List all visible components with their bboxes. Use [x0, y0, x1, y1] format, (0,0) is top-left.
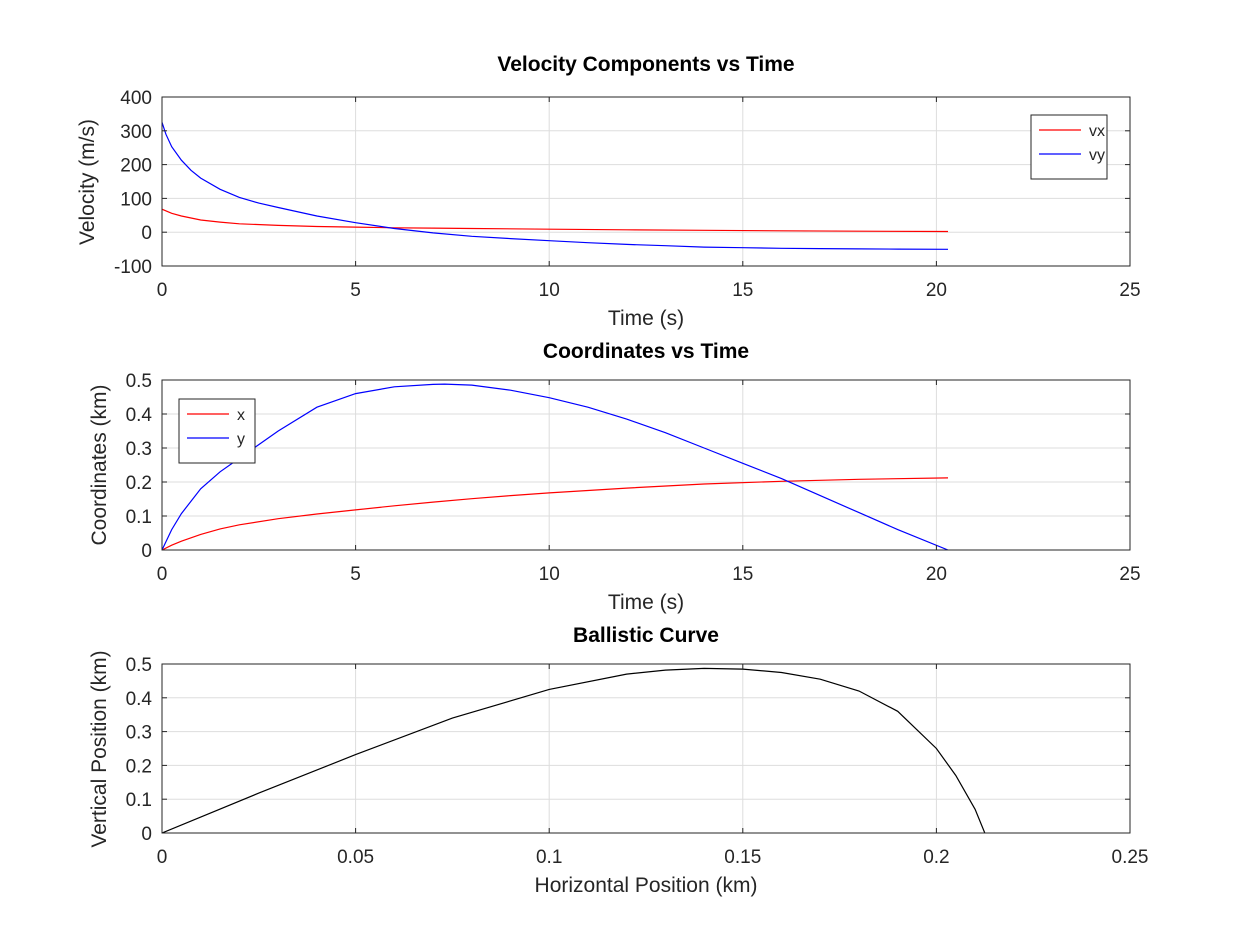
y-axis-label: Velocity (m/s): [76, 119, 99, 245]
legend-label: x: [237, 407, 245, 424]
y-tick-label: 0.2: [126, 473, 152, 494]
y-tick-label: 0: [141, 223, 152, 244]
y-tick-label: 0: [141, 541, 152, 562]
series-line: [162, 667, 986, 833]
y-tick-label: 100: [120, 189, 152, 210]
y-tick-label: 0.4: [126, 689, 153, 710]
x-tick-label: 25: [1119, 564, 1140, 585]
series-line-x: [162, 477, 949, 550]
y-axis-label: Coordinates (km): [88, 384, 111, 545]
x-tick-label: 15: [732, 564, 753, 585]
legend-label: y: [237, 431, 245, 448]
y-tick-label: 0.5: [126, 655, 152, 676]
x-tick-label: 0.25: [1112, 847, 1149, 868]
y-tick-label: 0.3: [126, 723, 152, 744]
coordinates-chart: Coordinates vs Time Time (s) Coordinates…: [88, 340, 1141, 614]
x-tick-label: 0: [157, 847, 168, 868]
y-tick-label: 0: [141, 824, 152, 845]
axes-box: [161, 663, 1131, 834]
chart-title: Velocity Components vs Time: [497, 53, 794, 76]
x-tick-label: 0.1: [536, 847, 562, 868]
y-axis-label: Vertical Position (km): [88, 650, 111, 847]
x-axis-label: Horizontal Position (km): [535, 874, 758, 897]
x-axis-label: Time (s): [608, 591, 684, 614]
chart-title: Ballistic Curve: [573, 624, 719, 647]
x-axis-label: Time (s): [608, 307, 684, 330]
x-tick-label: 5: [350, 280, 361, 301]
legend-box: [178, 398, 256, 464]
y-tick-label: 0.3: [126, 439, 152, 460]
chart-title: Coordinates vs Time: [543, 340, 749, 363]
y-tick-label: 400: [120, 88, 152, 109]
axes-box: [161, 379, 1131, 551]
ballistic-chart: Ballistic Curve Horizontal Position (km)…: [88, 624, 1148, 897]
axes-box: [161, 96, 1131, 267]
x-tick-label: 20: [926, 564, 947, 585]
y-tick-label: 0.1: [126, 790, 152, 811]
x-tick-label: 0.15: [724, 847, 761, 868]
y-tick-label: 0.2: [126, 756, 152, 777]
y-tick-label: 0.5: [126, 371, 152, 392]
y-tick-label: 0.4: [126, 405, 153, 426]
series-line-vx: [162, 208, 949, 233]
legend-label: vx: [1089, 123, 1105, 140]
velocity-chart: Velocity Components vs Time Time (s) Vel…: [76, 53, 1141, 330]
y-tick-label: 200: [120, 156, 152, 177]
x-tick-label: 10: [539, 564, 560, 585]
x-tick-label: 20: [926, 280, 947, 301]
y-tick-label: 0.1: [126, 507, 152, 528]
x-tick-label: 0.2: [923, 847, 949, 868]
x-tick-label: 25: [1119, 280, 1140, 301]
legend-box: [1030, 114, 1108, 180]
x-tick-label: 0: [157, 280, 168, 301]
legend: xy: [178, 398, 256, 464]
x-tick-label: 0: [157, 564, 168, 585]
series-line-y: [162, 383, 949, 550]
series-line-vy: [162, 122, 949, 250]
y-tick-label: -100: [114, 257, 152, 278]
legend-label: vy: [1089, 147, 1105, 164]
y-tick-label: 300: [120, 122, 152, 143]
x-tick-label: 0.05: [337, 847, 374, 868]
x-tick-label: 5: [350, 564, 361, 585]
x-tick-label: 15: [732, 280, 753, 301]
legend: vx vy: [1030, 114, 1108, 180]
x-tick-label: 10: [539, 280, 560, 301]
